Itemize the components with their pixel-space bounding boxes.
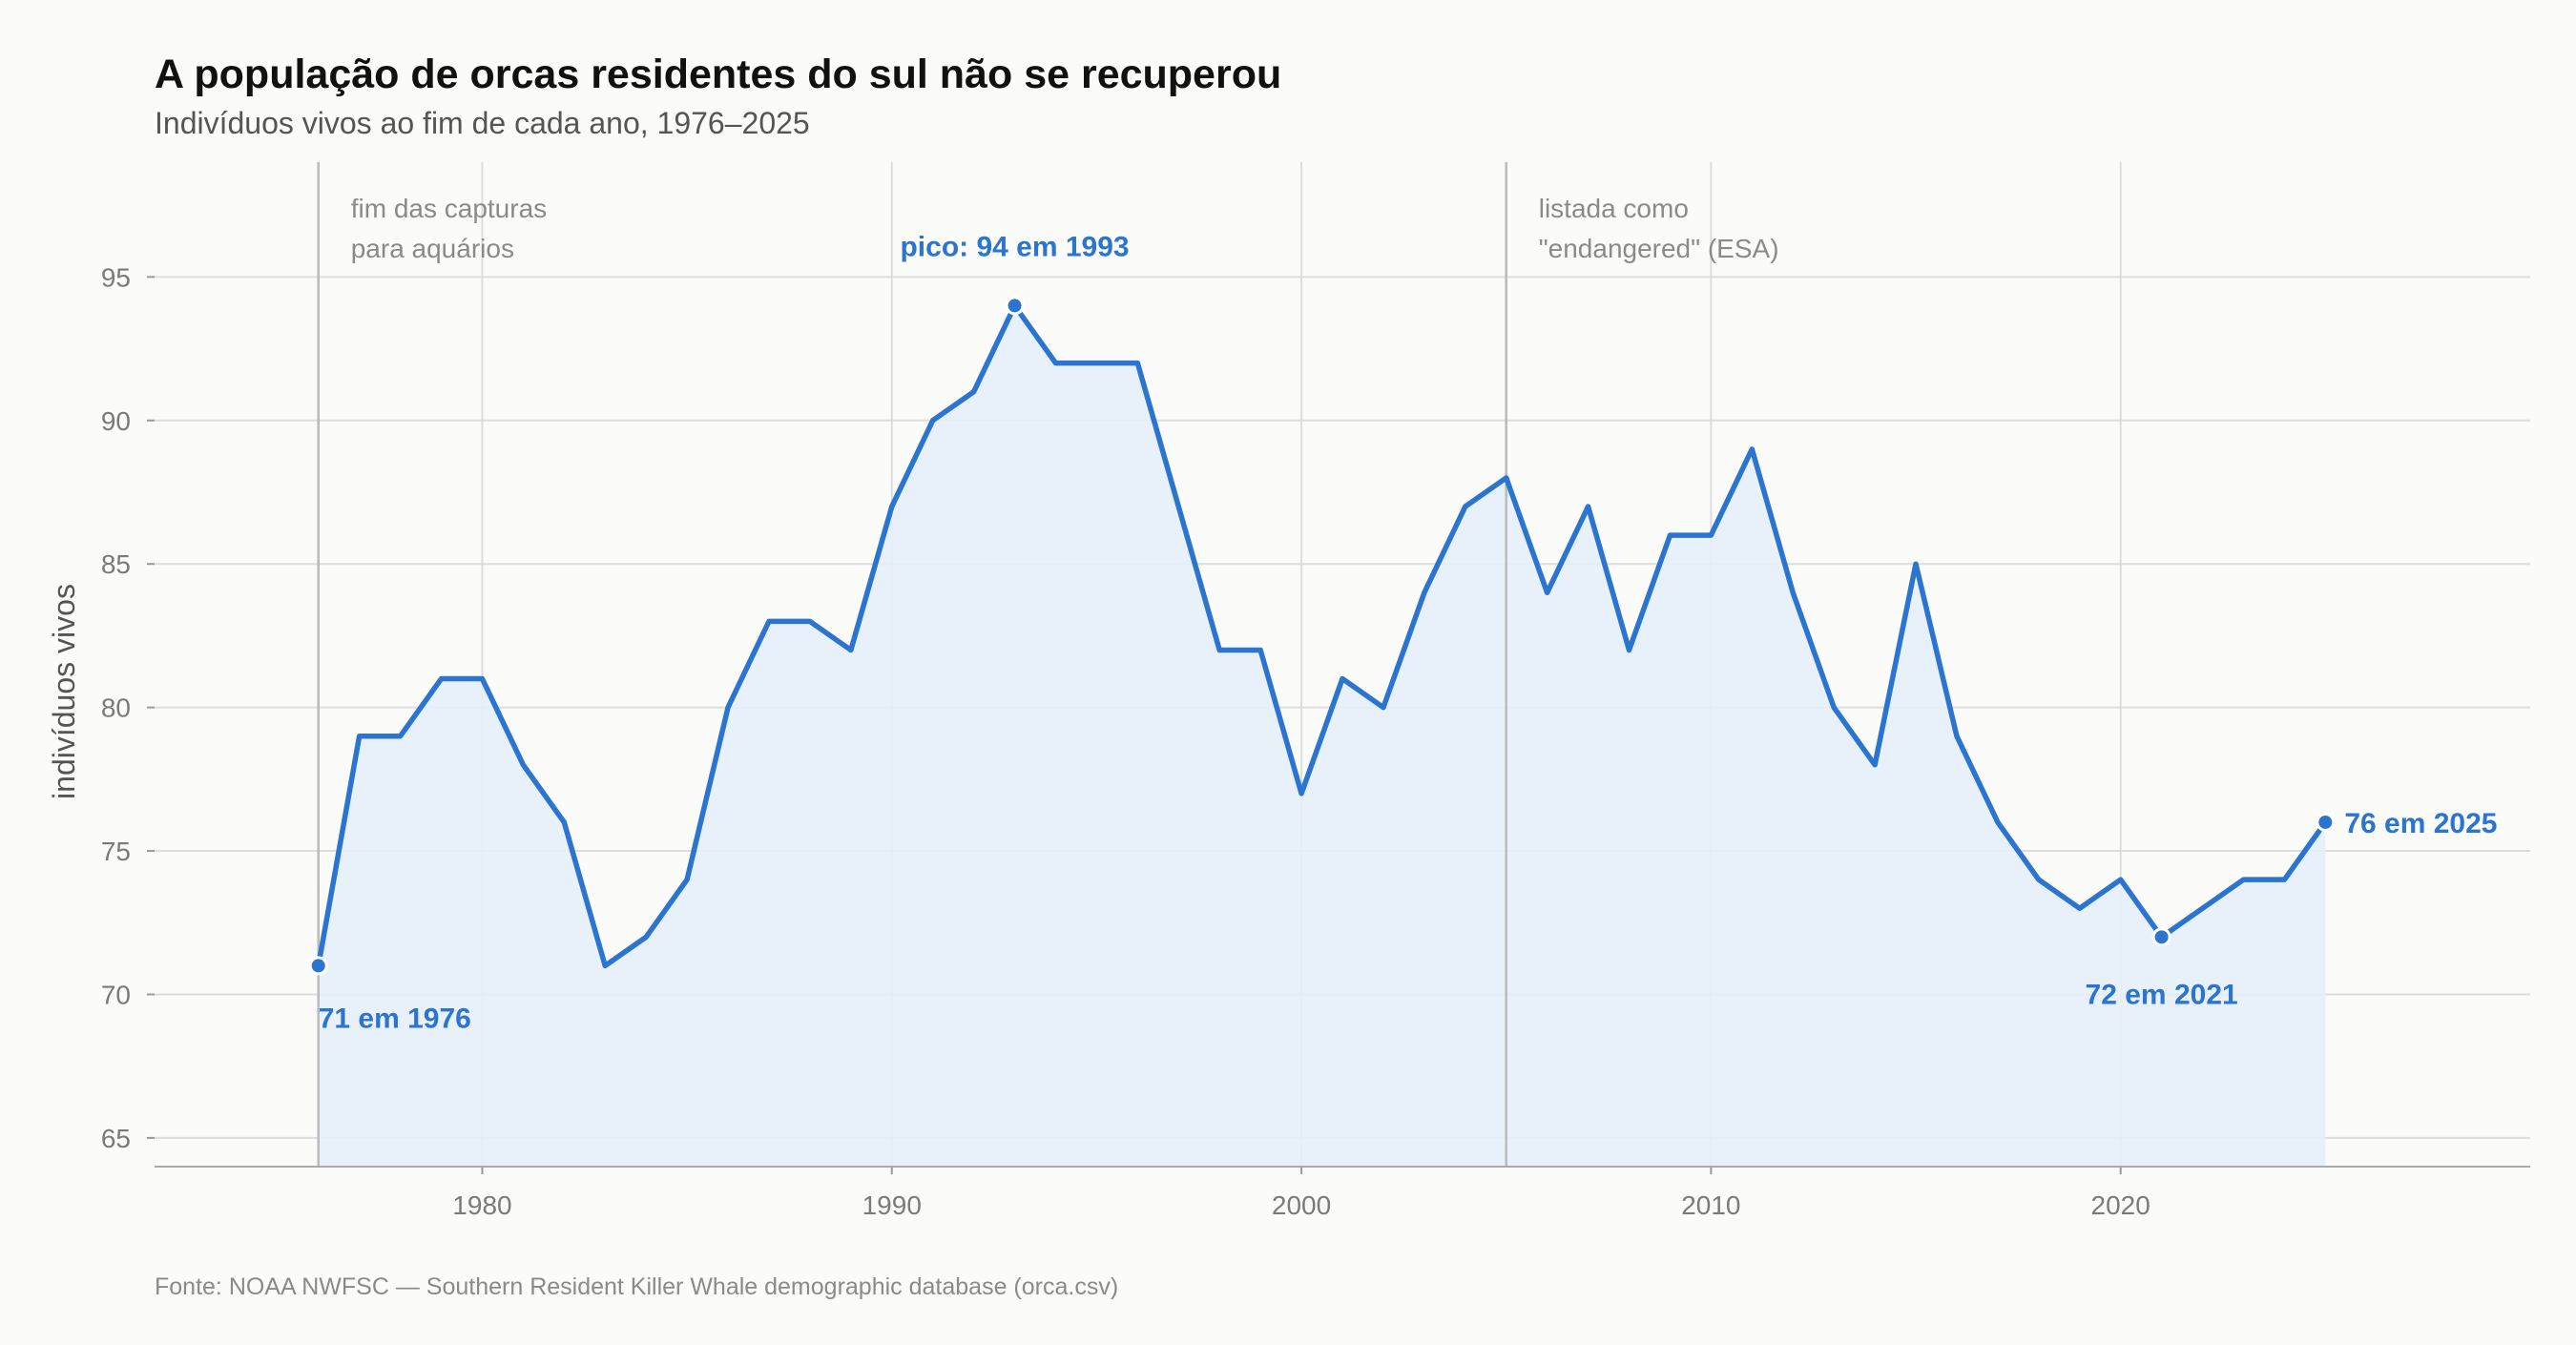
x-tick-label: 1990	[862, 1190, 922, 1220]
y-axis-label: indivíduos vivos	[47, 584, 81, 799]
source-note: Fonte: NOAA NWFSC — Southern Resident Ki…	[155, 1273, 1118, 1300]
series-line	[315, 302, 2329, 969]
x-tick-label: 2010	[1681, 1190, 1740, 1220]
y-tick-label: 65	[101, 1124, 131, 1153]
point-annotation: 72 em 2021	[2086, 979, 2238, 1010]
x-tick-label: 2000	[1272, 1190, 1331, 1220]
y-tick-label: 85	[101, 549, 131, 579]
data-layer	[308, 162, 2336, 1167]
y-tick-label: 75	[101, 837, 131, 866]
highlight-point	[2318, 815, 2333, 829]
event-label: "endangered" (ESA)	[1539, 234, 1779, 263]
point-annotation: 71 em 1976	[319, 1003, 471, 1034]
label-layer: fim das capturas para aquários listada com…	[319, 194, 2498, 1034]
point-annotation: 76 em 2025	[2344, 808, 2497, 839]
x-tick-label: 2020	[2091, 1190, 2150, 1220]
y-tick-label: 80	[101, 693, 131, 723]
area-fill	[318, 305, 2326, 1167]
highlight-point	[1008, 299, 1022, 313]
highlight-point	[311, 959, 325, 973]
y-tick-label: 70	[101, 980, 131, 1009]
event-label: listada como	[1539, 194, 1689, 223]
event-label: fim das capturas	[351, 194, 547, 223]
axis-layer: 65 70 75 80 85 90 95 1980 1990 2000 2010 2020	[101, 262, 2530, 1220]
y-tick-label: 95	[101, 262, 131, 292]
x-tick-label: 1980	[452, 1190, 511, 1220]
event-label: para aquários	[351, 234, 514, 263]
y-tick-label: 90	[101, 406, 131, 436]
chart-subtitle: Indivíduos vivos ao fim de cada ano, 197…	[155, 106, 810, 140]
highlight-point	[2154, 930, 2169, 944]
point-annotation: pico: 94 em 1993	[900, 231, 1129, 262]
chart-title: A população de orcas residentes do sul n…	[155, 52, 1281, 97]
